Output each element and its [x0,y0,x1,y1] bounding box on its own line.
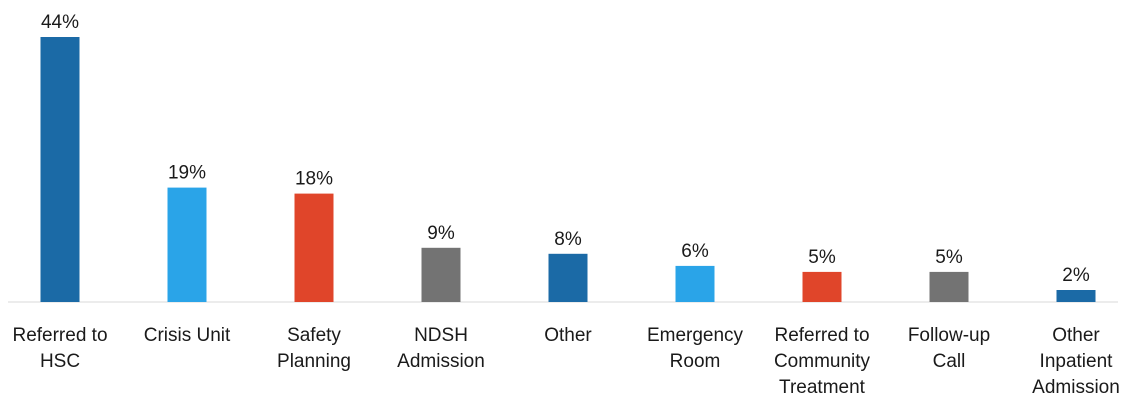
bar-1 [41,37,80,302]
category-label-line: Planning [277,351,351,372]
value-label-8: 5% [935,247,963,268]
category-label-line: Admission [1032,377,1120,398]
category-label-line: Room [670,351,721,372]
category-label-line: Referred to [774,325,869,346]
category-label-line: Safety [287,325,341,346]
category-label-line: Crisis Unit [144,325,231,346]
category-label-line: Follow-up [908,325,990,346]
category-label-5: Other [544,325,592,346]
bar-9 [1057,290,1096,302]
value-label-5: 8% [554,229,582,250]
category-label-line: Referred to [12,325,107,346]
category-label-line: HSC [40,351,80,372]
value-label-7: 5% [808,247,836,268]
category-label-8: Follow-up Call [908,325,990,372]
category-label-6: Emergency Room [647,325,744,372]
value-label-9: 2% [1062,265,1090,286]
bar-3 [295,194,334,302]
category-label-1: Referred to HSC [12,325,107,372]
category-label-line: Other [544,325,592,346]
category-label-2: Crisis Unit [144,325,231,346]
bar-7 [803,272,842,302]
value-label-1: 44% [41,12,79,33]
category-label-line: Treatment [779,377,866,398]
category-labels-group: Referred to HSC Crisis Unit Safety Planning N… [12,325,1119,398]
bar-8 [930,272,969,302]
category-label-line: NDSH [414,325,468,346]
value-label-6: 6% [681,241,709,262]
category-label-7: Referred to Community Treatment [774,325,871,398]
bar-2 [168,188,207,302]
category-label-line: Emergency [647,325,744,346]
category-label-line: Other [1052,325,1100,346]
category-label-line: Community [774,351,871,372]
category-label-line: Admission [397,351,485,372]
value-label-4: 9% [427,223,455,244]
value-label-2: 19% [168,163,206,184]
category-label-line: Inpatient [1040,351,1114,372]
bar-4 [422,248,461,302]
bar-5 [549,254,588,302]
bar-6 [676,266,715,302]
value-label-3: 18% [295,169,333,190]
category-label-line: Call [933,351,966,372]
category-label-3: Safety Planning [277,325,351,372]
category-label-9: Other Inpatient Admission [1032,325,1120,398]
category-label-4: NDSH Admission [397,325,485,372]
